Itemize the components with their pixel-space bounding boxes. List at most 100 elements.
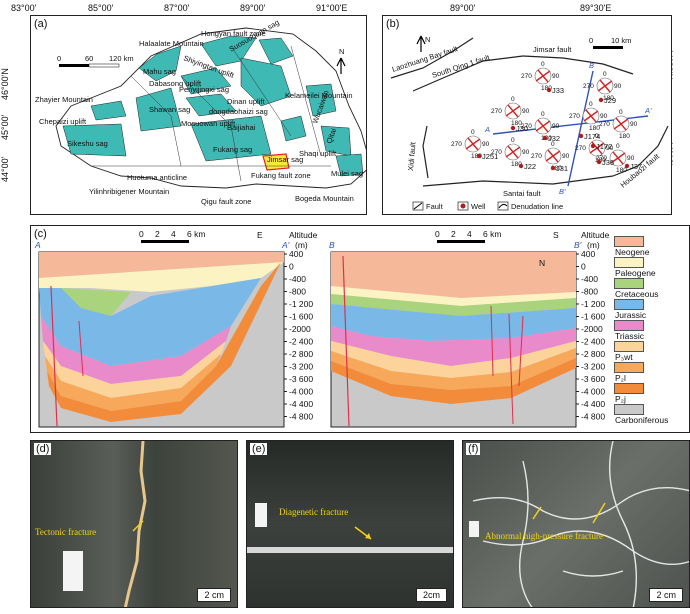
coord-46n: 46°00'N <box>0 68 10 100</box>
axis-tick-label: -1 200 <box>289 299 313 309</box>
panel-c-sections: (c) A A' E 0 2 4 6 km 4 <box>30 225 690 433</box>
coord-b-89: 89°00' <box>450 3 476 13</box>
legend-swatch <box>614 299 644 310</box>
well-label: J29 <box>604 96 616 105</box>
well-label: J251 <box>482 152 498 161</box>
legend-label: P₂l <box>615 373 626 383</box>
well-label: J172 <box>596 142 612 151</box>
rose-number: 90 <box>630 121 638 128</box>
svg-text:2: 2 <box>155 229 160 239</box>
svg-text:4: 4 <box>467 229 472 239</box>
ruler-card-f <box>469 521 479 537</box>
svg-text:4: 4 <box>171 229 176 239</box>
rose-number: 0 <box>603 71 607 78</box>
rose-petals <box>505 104 521 118</box>
label-dabasong: Dabasong uplift <box>149 79 202 88</box>
label-yilinhe: Yilinhribigener Mountain <box>89 187 169 196</box>
rose-number: 180 <box>511 161 522 168</box>
panel-a-north-arrow: N <box>336 47 346 74</box>
label-huotuma: Huotuma anticline <box>127 173 187 182</box>
label-zhayier: Zhayier Mountain <box>35 95 93 104</box>
rose-petals <box>505 145 521 159</box>
svg-text:B: B <box>329 240 335 250</box>
sag-regions <box>62 35 364 177</box>
well-marker <box>578 133 584 139</box>
panel-f-photo: (f) Abnormal high-pressure fracture 2 cm <box>462 440 690 608</box>
legend-swatch <box>614 404 644 415</box>
coord-44n: 44°00' <box>0 156 10 182</box>
legend-label: Neogene <box>615 247 650 257</box>
rose-number: 270 <box>491 108 502 115</box>
svg-text:Denudation line: Denudation line <box>511 202 563 211</box>
rose-number: 0 <box>541 111 545 118</box>
svg-text:A: A <box>34 240 41 250</box>
label-penyijingxi: Penyijingxi sag <box>179 85 229 94</box>
ruler-card <box>63 551 83 591</box>
svg-text:0: 0 <box>435 229 440 239</box>
svg-text:N: N <box>339 47 344 56</box>
well-label: J31 <box>556 164 568 173</box>
rose-number: 180 <box>511 120 522 127</box>
svg-text:0: 0 <box>57 54 61 63</box>
rose-number: 90 <box>522 108 530 115</box>
label-sikeshu: Sikeshu sag <box>67 139 108 148</box>
rose-number: 180 <box>541 85 552 92</box>
svg-text:E: E <box>257 230 263 240</box>
label-mosuowan: Mosuowan uplift <box>181 119 236 128</box>
label-chepaizi: Chepaizi uplift <box>39 117 87 126</box>
well-label: J33 <box>552 86 564 95</box>
axis-tick-label: -2 400 <box>289 337 313 347</box>
label-baijiahai: Baijiahai <box>227 123 256 132</box>
axis-tick-label: -800 <box>289 287 306 297</box>
rose-number: 0 <box>511 96 515 103</box>
legend-swatch <box>614 257 644 268</box>
axis-tick-label: -4 800 <box>581 412 605 422</box>
axis-tick-label: -2 800 <box>581 349 605 359</box>
rose-number: 90 <box>552 123 560 130</box>
rose-diagrams: 0901802700901802700901802700901802700901… <box>451 61 642 174</box>
high-pressure-fracture-label: Abnormal high-pressure fracture <box>485 531 603 541</box>
rose-number: 90 <box>614 83 622 90</box>
section-b-b-prime: B B' S N 0 2 4 6 km <box>329 229 582 428</box>
legend-label: Cretaceous <box>615 289 659 299</box>
label-mahu: Mahu sag <box>143 67 176 76</box>
legend-swatch <box>614 320 644 331</box>
altitude-axis-1: 400 0 -400 -800 -1 200 -1 600 -2000 -2 400 -2 80… <box>284 249 313 422</box>
axis-tick-label: -3 600 <box>581 374 605 384</box>
diagenetic-band <box>247 547 453 553</box>
rose-number: 90 <box>482 141 490 148</box>
svg-text:120 km: 120 km <box>109 54 134 63</box>
svg-text:B: B <box>589 61 594 70</box>
label-mulei: Mulei sag <box>331 169 363 178</box>
axis-tick-label: -3 200 <box>289 362 313 372</box>
rose-number: 270 <box>531 153 542 160</box>
rose-petals <box>535 119 551 133</box>
well-label: J22 <box>524 162 536 171</box>
panel-b-legend: Fault Well Denudation line <box>412 201 563 211</box>
diagenetic-fracture-label: Diagenetic fracture <box>279 507 349 517</box>
panel-e-scale: 2cm <box>415 588 447 602</box>
well-marker <box>542 135 548 141</box>
legend-label: P₃wt <box>615 352 633 362</box>
label-fukang-fault: Fukang fault zone <box>251 171 311 180</box>
rose-number: 90 <box>522 149 530 156</box>
svg-text:10 km: 10 km <box>611 36 631 45</box>
axis-tick-label: -2000 <box>581 324 603 334</box>
panel-d-scale: 2 cm <box>197 588 231 602</box>
axis-tick-label: -800 <box>581 287 598 297</box>
coord-87: 87°00' <box>164 3 190 13</box>
rose-number: 270 <box>521 123 532 130</box>
coord-45n: 45°00' <box>0 114 10 140</box>
axis-tick-label: -3 600 <box>289 374 313 384</box>
rose-number: 180 <box>603 95 614 102</box>
svg-text:A': A' <box>281 240 290 250</box>
well-marker <box>550 165 556 171</box>
jimsar-sag-map: A A' B B' N 0 10 km Laozhuang Bay fault … <box>390 35 669 211</box>
svg-text:6 km: 6 km <box>187 229 205 239</box>
legend-label: Triassic <box>615 331 644 341</box>
